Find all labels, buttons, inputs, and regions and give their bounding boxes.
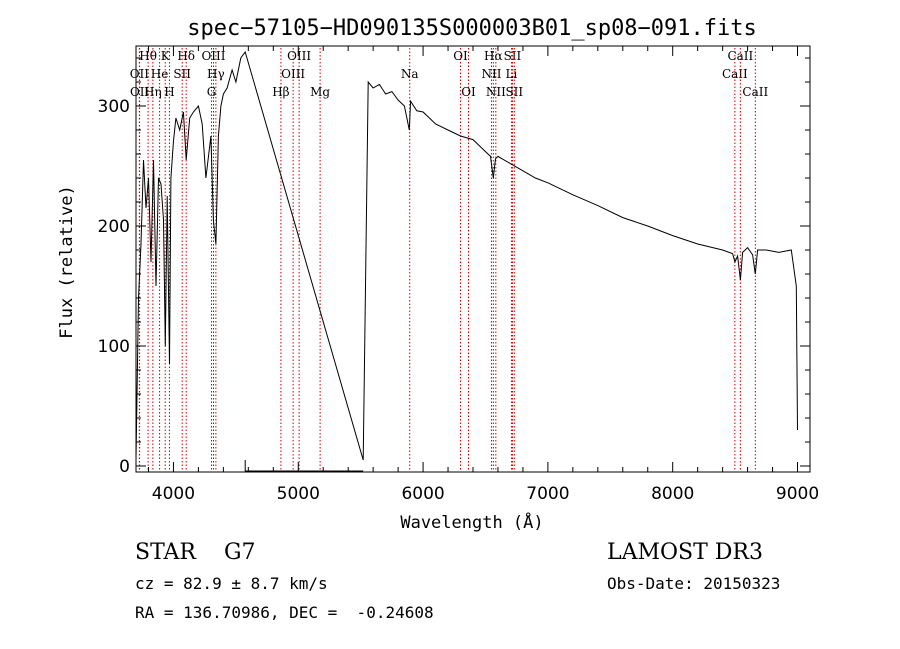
line-label: OII — [130, 85, 150, 99]
chart-title: spec−57105−HD090135S000003B01_sp08−091.f… — [187, 16, 757, 41]
line-label: OIII — [287, 49, 311, 63]
y-axis: 0 100 200 300 — [98, 57, 810, 477]
line-label: He — [151, 67, 169, 81]
line-label: Hβ — [272, 85, 289, 99]
redshift-velocity: cz = 82.9 ± 8.7 km/s — [135, 574, 328, 593]
x-tick-label: 9000 — [776, 484, 819, 504]
line-label: Na — [401, 67, 419, 81]
line-label: NII — [486, 85, 506, 99]
line-label: SII — [505, 85, 523, 99]
y-axis-label: Flux (relative) — [57, 185, 77, 339]
line-label: CaII — [722, 67, 748, 81]
line-label: SII — [173, 67, 191, 81]
line-label: Hγ — [207, 67, 225, 81]
line-label: SII — [504, 49, 522, 63]
x-tick-label: 4000 — [152, 484, 195, 504]
line-label: CaII — [727, 49, 753, 63]
spectrum-chart: spec−57105−HD090135S000003B01_sp08−091.f… — [57, 16, 819, 533]
line-label: K — [161, 49, 171, 63]
spectrum-layer — [135, 50, 798, 472]
x-axis: 4000 5000 6000 7000 8000 9000 — [147, 46, 819, 504]
line-label: Mg — [310, 85, 330, 99]
line-label: OI — [453, 49, 468, 63]
line-label: OI — [461, 85, 476, 99]
x-tick-label: 6000 — [401, 484, 444, 504]
line-label: Hη — [144, 85, 162, 99]
line-label: OIII — [281, 67, 305, 81]
observation-date: Obs-Date: 20150323 — [607, 574, 781, 593]
x-tick-label: 8000 — [651, 484, 694, 504]
line-label: Hθ — [139, 49, 157, 63]
plot-frame — [135, 45, 811, 473]
spectrum-line — [135, 50, 798, 461]
line-label: Hα — [484, 49, 503, 63]
line-label: Hδ — [177, 49, 195, 63]
x-tick-label: 7000 — [526, 484, 569, 504]
line-label: Li — [506, 67, 518, 81]
object-class: STAR G7 — [135, 540, 256, 565]
x-axis-label: Wavelength (Å) — [400, 511, 543, 533]
line-label: H — [164, 85, 174, 99]
line-label: G — [207, 85, 217, 99]
y-tick-label: 0 — [119, 457, 130, 477]
y-tick-label: 200 — [98, 217, 130, 237]
y-tick-label: 300 — [98, 97, 130, 117]
y-tick-label: 100 — [98, 337, 130, 357]
x-tick-label: 5000 — [277, 484, 320, 504]
coordinates: RA = 136.70986, DEC = -0.24608 — [135, 603, 434, 622]
line-label: CaII — [742, 85, 768, 99]
line-label: NII — [481, 67, 501, 81]
survey-release: LAMOST DR3 — [607, 540, 763, 565]
line-label: OIII — [201, 49, 225, 63]
